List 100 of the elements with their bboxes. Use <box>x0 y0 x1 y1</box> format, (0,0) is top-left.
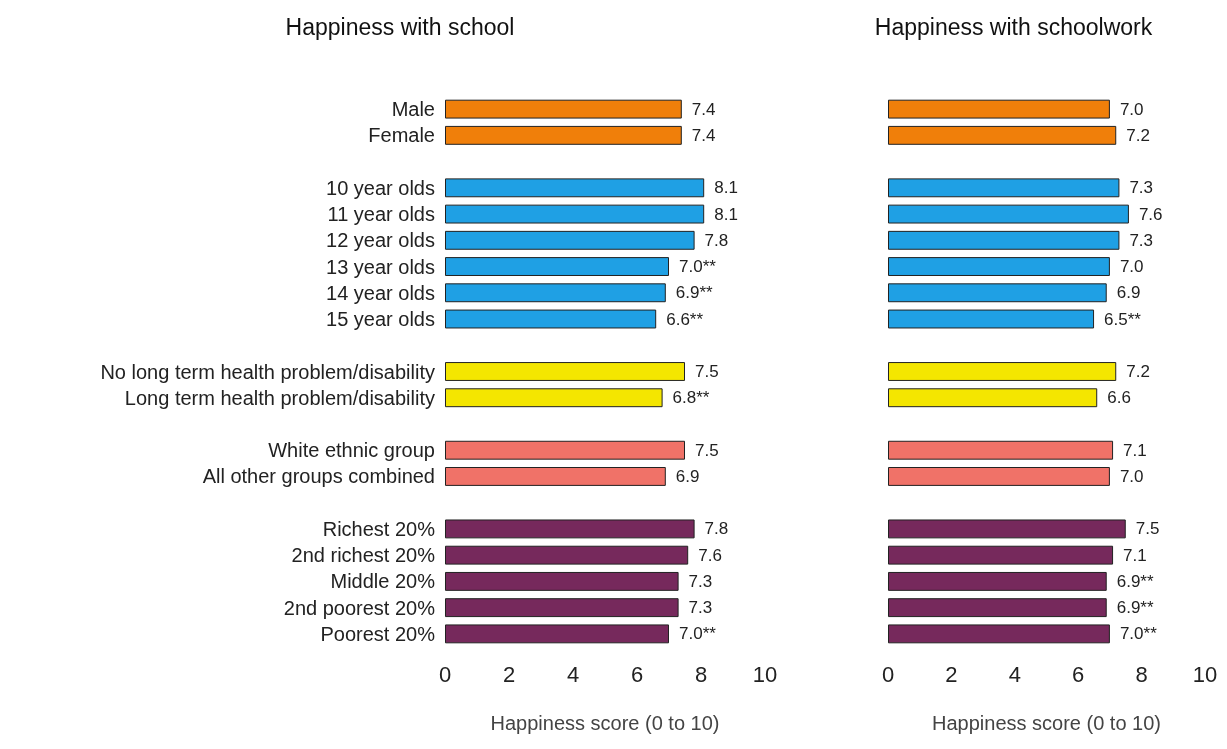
y-tick-label: Richest 20% <box>322 517 436 540</box>
data-label: 6.9 <box>675 466 700 486</box>
bar <box>888 230 1120 250</box>
data-label: 7.5 <box>695 440 719 460</box>
bar <box>445 624 669 644</box>
data-label: 7.3 <box>688 571 713 591</box>
bar <box>888 283 1107 303</box>
y-tick-label: Poorest 20% <box>320 622 436 645</box>
bar <box>888 309 1095 329</box>
y-tick-label: All other groups combined <box>202 465 435 488</box>
data-label: 6.9** <box>675 283 714 303</box>
bar <box>445 598 679 618</box>
y-tick-label: Male <box>391 98 435 121</box>
bar <box>888 545 1114 565</box>
y-tick-label: 14 year olds <box>326 281 435 304</box>
bar <box>445 309 657 329</box>
bar <box>888 178 1120 198</box>
bar <box>888 388 1098 408</box>
data-label: 7.4 <box>691 125 716 145</box>
data-label: 7.0** <box>1119 624 1158 644</box>
y-tick-label: 2nd richest 20% <box>291 544 436 567</box>
data-label: 7.0** <box>679 257 717 277</box>
x-tick-label: 8 <box>1135 661 1148 687</box>
x-tick-label: 10 <box>752 661 778 687</box>
x-tick-label: 4 <box>566 661 580 687</box>
bar <box>445 125 682 145</box>
bar <box>445 283 666 303</box>
data-label: 7.0 <box>1119 466 1144 486</box>
x-tick-label: 8 <box>694 661 708 687</box>
data-label: 8.1 <box>714 204 738 224</box>
y-tick-label: White ethnic group <box>268 439 435 462</box>
bar <box>888 204 1129 224</box>
chart-title: Happiness with schoolwork <box>874 13 1153 40</box>
x-tick-label: 10 <box>1192 661 1218 687</box>
data-label: 7.3 <box>1129 178 1154 198</box>
data-label: 7.5 <box>695 362 719 381</box>
x-axis-title: Happiness score (0 to 10) <box>931 712 1162 734</box>
y-tick-label: 15 year olds <box>326 308 435 331</box>
data-label: 6.8** <box>672 388 710 408</box>
data-label: 7.2 <box>1126 362 1150 381</box>
data-label: 7.1 <box>1123 545 1147 565</box>
bar <box>445 519 695 539</box>
data-label: 7.4 <box>691 99 716 119</box>
y-tick-label: 10 year olds <box>326 176 435 199</box>
bar <box>445 440 685 460</box>
bar <box>445 204 705 224</box>
data-label: 7.6 <box>1138 204 1163 224</box>
data-label: 7.3 <box>688 598 713 618</box>
bar <box>888 99 1110 119</box>
bar <box>445 99 682 119</box>
data-label: 6.6** <box>666 309 704 329</box>
x-tick-label: 0 <box>881 661 895 687</box>
bar <box>888 257 1110 276</box>
y-tick-label: Long term health problem/disability <box>124 386 435 409</box>
data-label: 7.5 <box>1135 519 1160 539</box>
bar <box>445 545 689 565</box>
data-label: 6.9** <box>1116 598 1154 618</box>
data-label: 7.8 <box>704 519 729 539</box>
y-tick-label: 2nd poorest 20% <box>283 596 436 619</box>
y-tick-label: 11 year olds <box>327 203 435 226</box>
y-tick-label: Middle 20% <box>330 570 436 593</box>
data-label: 6.5** <box>1104 309 1142 329</box>
data-label: 7.2 <box>1126 125 1150 145</box>
data-label: 7.0 <box>1119 99 1144 119</box>
y-tick-label: Female <box>368 124 435 147</box>
data-label: 6.9 <box>1116 283 1141 303</box>
x-tick-label: 6 <box>1072 661 1085 687</box>
bar <box>888 125 1117 145</box>
bar <box>445 257 669 276</box>
data-label: 7.8 <box>704 230 729 250</box>
data-label: 7.0** <box>679 624 717 644</box>
data-label: 7.3 <box>1129 230 1154 250</box>
bar <box>445 230 695 250</box>
data-label: 7.1 <box>1123 440 1147 460</box>
data-label: 6.6 <box>1107 388 1131 408</box>
x-tick-label: 2 <box>945 661 958 687</box>
data-label: 6.9** <box>1116 571 1154 591</box>
y-tick-label: 12 year olds <box>326 229 435 252</box>
data-label: 8.1 <box>714 178 738 198</box>
bar <box>888 519 1126 539</box>
chart-title: Happiness with school <box>285 13 515 40</box>
bar <box>445 362 685 381</box>
x-axis-title: Happiness score (0 to 10) <box>490 712 720 734</box>
x-tick-label: 0 <box>438 661 452 687</box>
bar <box>888 440 1114 460</box>
bar <box>445 388 663 408</box>
bar <box>888 598 1107 618</box>
bar <box>888 467 1110 486</box>
bar <box>888 362 1117 381</box>
bar <box>445 467 666 486</box>
x-tick-label: 4 <box>1008 661 1021 687</box>
x-tick-label: 2 <box>502 661 516 687</box>
y-tick-label: No long term health problem/disability <box>100 360 435 383</box>
bar <box>445 571 679 591</box>
x-tick-label: 6 <box>630 661 644 687</box>
y-tick-label: 13 year olds <box>326 255 435 278</box>
bar <box>888 624 1110 644</box>
data-label: 7.6 <box>698 545 722 565</box>
bar <box>445 178 705 198</box>
bar <box>888 571 1107 591</box>
